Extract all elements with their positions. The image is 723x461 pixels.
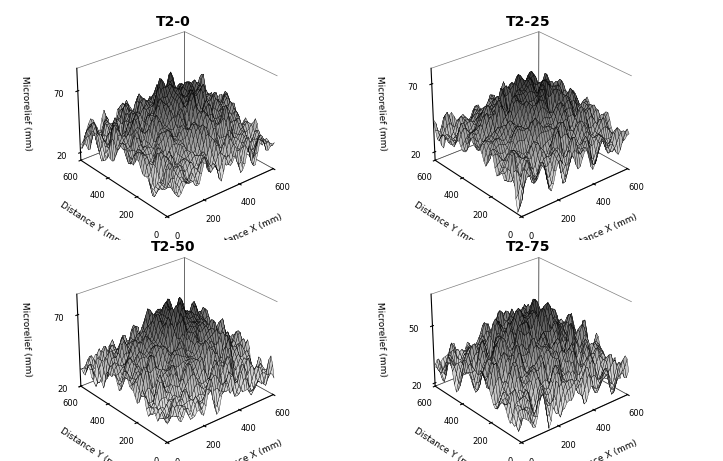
X-axis label: Distance X (mm): Distance X (mm) bbox=[211, 213, 284, 252]
Y-axis label: Distance Y (mm): Distance Y (mm) bbox=[413, 201, 481, 249]
Title: T2-25: T2-25 bbox=[505, 15, 550, 29]
Y-axis label: Distance Y (mm): Distance Y (mm) bbox=[59, 201, 127, 249]
X-axis label: Distance X (mm): Distance X (mm) bbox=[211, 438, 284, 461]
Title: T2-75: T2-75 bbox=[505, 241, 550, 254]
X-axis label: Distance X (mm): Distance X (mm) bbox=[565, 438, 638, 461]
Title: T2-0: T2-0 bbox=[156, 15, 191, 29]
X-axis label: Distance X (mm): Distance X (mm) bbox=[565, 213, 638, 252]
Title: T2-50: T2-50 bbox=[151, 241, 196, 254]
Y-axis label: Distance Y (mm): Distance Y (mm) bbox=[59, 426, 127, 461]
Y-axis label: Distance Y (mm): Distance Y (mm) bbox=[413, 426, 481, 461]
